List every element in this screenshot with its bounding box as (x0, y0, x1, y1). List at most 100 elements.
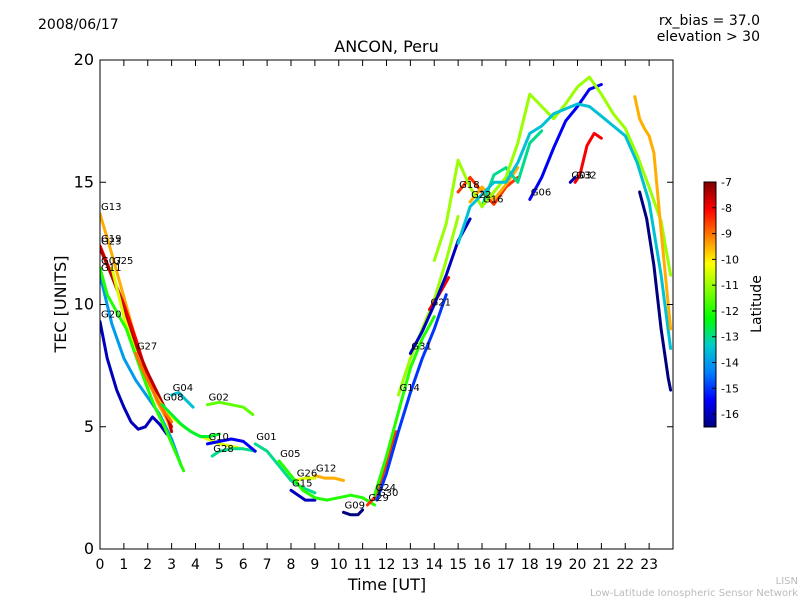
y-tick-label: 20 (74, 50, 94, 69)
series-line-unlabeled-33 (633, 95, 673, 331)
colorbar-tick-label: -7 (721, 176, 732, 189)
x-tick-label: 14 (425, 557, 443, 573)
x-tick-label: 18 (521, 557, 539, 573)
axis-layer: 0 1 2 3 4 5 6 7 8 9 10 11 12 13 14 15 16 17 18 19 20 21 22 2305… (74, 50, 673, 573)
series-line-g15 (289, 488, 317, 502)
series-line-g28 (210, 447, 257, 458)
y-tick-label: 0 (84, 539, 94, 558)
date-label: 2008/06/17 (38, 17, 119, 33)
series-label-g19: G19 (101, 234, 121, 245)
series-label-g01: G01 (256, 432, 276, 443)
series-label-g06: G06 (531, 187, 551, 198)
x-tick-label: 6 (239, 557, 248, 573)
series-label-g25: G25 (113, 256, 133, 267)
series-line-g30 (375, 293, 448, 502)
series-line-g22 (468, 166, 520, 204)
x-tick-label: 1 (119, 557, 128, 573)
series-label-g08: G08 (163, 393, 183, 404)
y-axis-label: TEC [UNITS] (51, 256, 70, 354)
footer-network-name: Low-Latitude Ionospheric Sensor Network (590, 588, 798, 599)
y-tick-label: 5 (84, 417, 94, 436)
series-line-g01 (253, 442, 317, 495)
series-line-g06 (528, 83, 603, 201)
series-label-g04: G04 (173, 383, 193, 394)
series-label-g32: G32 (576, 170, 596, 181)
x-tick-label: 19 (545, 557, 563, 573)
x-tick-label: 17 (497, 557, 515, 573)
series-line-g03 (568, 175, 577, 184)
series-line-unlabeled-31 (432, 75, 673, 277)
colorbar-gradient (703, 181, 717, 428)
x-tick-label: 10 (330, 557, 348, 573)
footer-lisn: LISN (775, 576, 798, 587)
colorbar-tick-label: -10 (721, 253, 739, 266)
series-label-g28: G28 (213, 444, 233, 455)
series-line-g04 (170, 391, 195, 409)
series-label-g30: G30 (378, 488, 398, 499)
series-line-g12 (313, 474, 345, 482)
colorbar-tick-label: -8 (721, 202, 732, 215)
elevation-label: elevation > 30 (656, 29, 760, 45)
y-tick-label: 10 (74, 295, 94, 314)
series-line-g14 (396, 215, 460, 397)
series-label-g29: G29 (368, 493, 388, 504)
series-label-g18: G18 (459, 180, 479, 191)
x-tick-label: 3 (167, 557, 176, 573)
series-line-g02 (205, 400, 255, 416)
x-tick-label: 0 (96, 557, 105, 573)
series-label-g23: G23 (101, 236, 121, 247)
series-label-g12: G12 (316, 464, 336, 475)
x-tick-label: 5 (215, 557, 224, 573)
series-line-g20 (100, 320, 169, 436)
x-tick-label: 8 (287, 557, 296, 573)
colorbar-tick-label: -15 (721, 382, 739, 395)
colorbar: -7 -8 -9 -10 -11 -12 -13 -14 -15 -16 Latitude (703, 176, 765, 428)
x-tick-label: 9 (310, 557, 319, 573)
series-label-g15: G15 (292, 478, 312, 489)
colorbar-label: Latitude (749, 275, 765, 333)
series-label-g13: G13 (101, 202, 121, 213)
series-label-g21: G21 (430, 297, 450, 308)
series-label-g26: G26 (297, 469, 317, 480)
series-label-g14: G14 (399, 383, 419, 394)
x-tick-label: 12 (378, 557, 396, 573)
series-label-g03: G03 (571, 170, 591, 181)
series-label-g31: G31 (411, 341, 431, 352)
series-line-g05 (277, 459, 377, 507)
series-label-g10: G10 (208, 432, 228, 443)
series-layer (100, 75, 673, 517)
series-line-g29 (365, 430, 398, 507)
series-label-g05: G05 (280, 449, 300, 460)
x-tick-label: 21 (592, 557, 610, 573)
series-line-unlabeled-32 (456, 102, 673, 350)
series-line-g09 (342, 508, 365, 517)
series-label-g27: G27 (137, 341, 157, 352)
x-axis-label: Time [UT] (347, 575, 426, 594)
series-label-g24: G24 (376, 483, 396, 494)
x-tick-label: 11 (354, 557, 372, 573)
x-tick-label: 13 (401, 557, 419, 573)
series-line-g24 (373, 315, 436, 497)
x-tick-label: 2 (143, 557, 152, 573)
series-label-g22: G22 (471, 190, 491, 201)
x-tick-label: 16 (473, 557, 491, 573)
x-tick-label: 15 (449, 557, 467, 573)
series-label-g09: G09 (345, 500, 365, 511)
colorbar-tick-label: -13 (721, 331, 739, 344)
x-tick-label: 7 (263, 557, 272, 573)
series-label-g11: G11 (101, 263, 121, 274)
series-label-g20: G20 (101, 310, 121, 321)
series-line-g10 (205, 437, 257, 453)
rx-bias-label: rx_bias = 37.0 (658, 13, 760, 29)
colorbar-tick-label: -14 (721, 357, 739, 370)
series-label-g07: G07 (101, 256, 121, 267)
x-tick-label: 22 (616, 557, 634, 573)
series-line-g32 (573, 131, 603, 184)
series-line-g08 (160, 403, 221, 438)
series-line-g27 (134, 351, 174, 424)
series-label-g16: G16 (483, 195, 503, 206)
colorbar-tick-label: -12 (721, 305, 739, 318)
series-label-g02: G02 (208, 393, 228, 404)
